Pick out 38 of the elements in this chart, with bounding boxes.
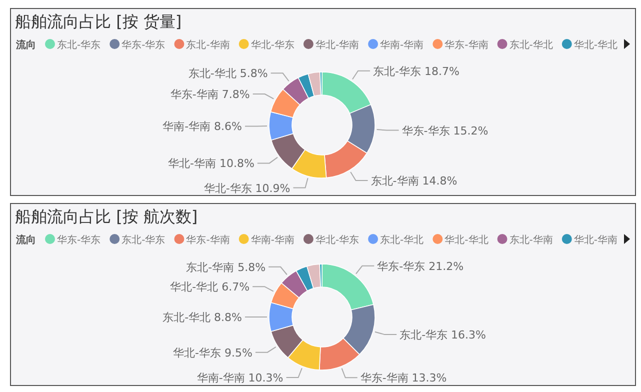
data-label: 华东-华东 15.2% [402, 124, 488, 138]
legend-label: 东北-华东 [122, 234, 166, 246]
legend-label: 华北-华东 [315, 234, 360, 246]
data-label: 华东-华东 21.2% [377, 260, 464, 273]
data-label: 华北-华东 10.9% [204, 182, 290, 195]
legend-label: 东北-华南 [509, 234, 553, 246]
legend-label: 华东-华东 [122, 39, 166, 51]
legend-label: 华北-华北 [574, 39, 618, 51]
data-label: 华北-华南 10.8% [168, 157, 254, 170]
legend-label: 华东-华南 [444, 39, 488, 51]
data-label: 华北-华东 9.5% [173, 346, 252, 360]
legend-label: 东北-华北 [380, 234, 424, 246]
legend-label: 东北-华北 [509, 39, 553, 51]
data-label: 东北-华北 8.8% [162, 311, 242, 324]
data-label: 华北-华北 6.7% [170, 280, 250, 294]
data-label: 东北-华东 16.3% [400, 328, 486, 342]
legend-label: 华南-华南 [380, 39, 424, 51]
data-label: 东北-华北 5.8% [188, 67, 268, 80]
data-label: 华南-华南 8.6% [162, 120, 242, 134]
data-label: 东北-华南 5.8% [186, 260, 266, 274]
legend-label: 华东-华南 [186, 234, 230, 246]
data-label: 东北-华东 18.7% [373, 64, 460, 78]
data-label: 华南-华南 10.3% [196, 372, 284, 385]
chart-title: 船舶流向占比 [按 航次数] [15, 207, 198, 226]
legend-label: 东北-华南 [186, 39, 230, 51]
legend-title: 流向 [15, 39, 36, 51]
legend-label: 东北-华东 [57, 39, 101, 51]
legend-label: 华北-华东 [250, 39, 294, 51]
legend-label: 华北-华北 [444, 234, 488, 246]
data-label: 华东-华南 7.8% [170, 88, 250, 102]
legend-label: 华南-华南 [250, 234, 294, 246]
legend-label: 华北-华南 [574, 234, 618, 246]
data-label: 东北-华南 14.8% [370, 174, 458, 188]
chart-title: 船舶流向占比 [按 货量] [15, 12, 182, 31]
legend-label: 华北-华南 [315, 39, 360, 51]
data-label: 华东-华南 13.3% [360, 372, 447, 385]
legend-label: 华东-华东 [57, 234, 101, 246]
legend-title: 流向 [15, 234, 36, 246]
